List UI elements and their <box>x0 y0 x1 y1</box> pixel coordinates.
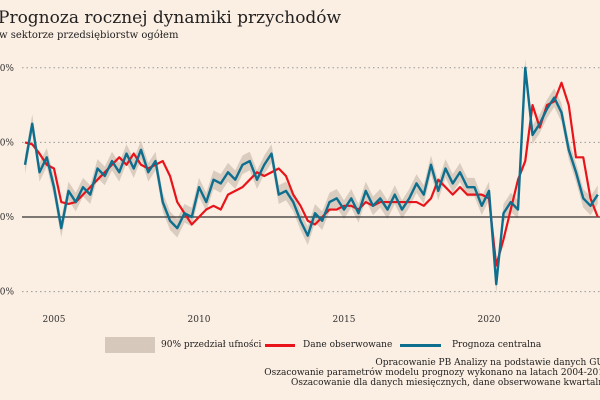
legend-forecast-swatch <box>400 344 441 347</box>
y-tick-label: 40% <box>0 64 14 74</box>
chart-title: Prognoza rocznej dynamiki przychodów <box>0 8 342 28</box>
y-tick-label: 0% <box>0 213 14 223</box>
y-tick-label: 20% <box>0 138 14 148</box>
footnote-model: Oszacowanie parametrów modelu prognozy w… <box>264 368 600 378</box>
legend-observed-label: Dane obserwowane <box>303 340 393 350</box>
footnote-frequency: Oszacowanie dla danych miesięcznych, dan… <box>290 378 600 388</box>
observed-line <box>24 81 599 267</box>
legend-forecast-label: Prognoza centralna <box>452 340 542 350</box>
x-tick-label: 2015 <box>333 315 356 325</box>
chart-subtitle: w sektorze przedsiębiorstw ogółem <box>0 30 179 41</box>
legend-band-label: 90% przedział ufności <box>161 340 262 350</box>
forecast-line <box>23 66 599 286</box>
confidence-band <box>25 58 598 294</box>
legend-band-swatch <box>105 337 155 353</box>
legend-observed-swatch <box>265 344 295 347</box>
x-tick-label: 2010 <box>188 315 211 325</box>
footnote-source: Opracowanie PB Analizy na podstawie dany… <box>375 358 600 368</box>
y-tick-label: -20% <box>0 288 14 298</box>
x-tick-label: 2005 <box>43 315 66 325</box>
x-tick-label: 2020 <box>478 315 501 325</box>
